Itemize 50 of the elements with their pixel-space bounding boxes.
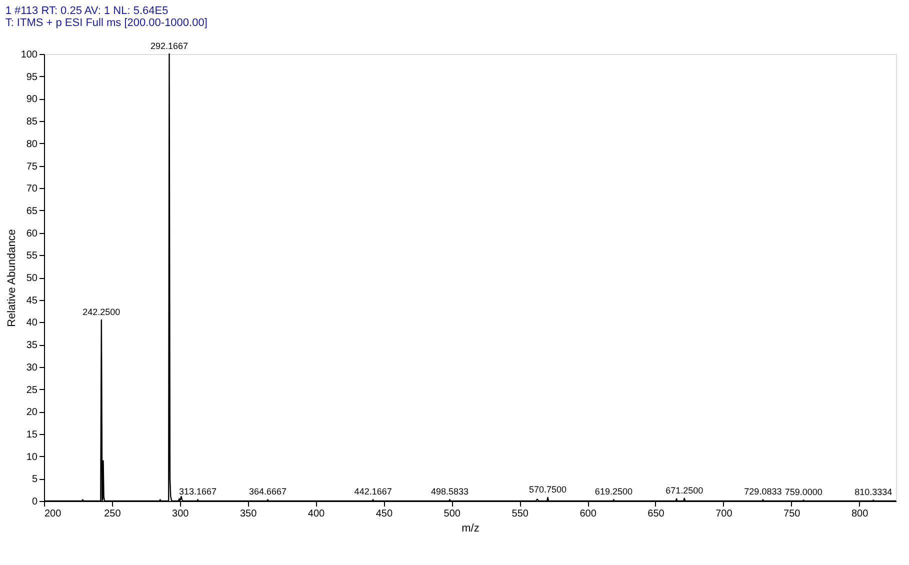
annotation: 759.0000: [784, 487, 822, 498]
y-tick-label: 80: [26, 138, 38, 150]
annotation: 242.2500: [82, 306, 120, 317]
y-tick-label: 55: [26, 250, 38, 262]
x-tick-label: 600: [580, 508, 597, 520]
y-tick-label: 50: [26, 273, 38, 284]
x-tick-label: 800: [851, 508, 869, 520]
y-tick-label: 100: [20, 50, 38, 60]
annotation: 364.6667: [248, 486, 287, 497]
x-tick-label: 200: [44, 508, 62, 520]
x-tick-label: 550: [512, 508, 529, 520]
y-tick-label: 70: [26, 184, 38, 195]
x-tick-label: 400: [308, 508, 326, 520]
y-axis-title: Relative Abundance: [6, 229, 18, 327]
annotation: 729.0833: [744, 486, 782, 497]
y-tick-label: 30: [26, 362, 38, 374]
chart-subtitle: T: ITMS + p ESI Full ms [200.00-1000.00]: [5, 17, 208, 29]
y-tick-label: 40: [26, 318, 38, 329]
y-tick-label: 60: [26, 228, 38, 240]
annotation: 313.1667: [179, 486, 217, 497]
y-tick-label: 65: [26, 206, 38, 217]
x-tick-label: 750: [784, 508, 801, 520]
y-tick-label: 35: [26, 340, 38, 352]
annotation: 570.7500: [529, 484, 567, 494]
y-tick-label: 45: [26, 295, 38, 306]
annotation: 810.3334: [854, 487, 892, 498]
annotation: 671.2500: [666, 485, 704, 496]
x-tick-label: 650: [648, 508, 665, 520]
y-tick-label: 25: [26, 384, 38, 396]
x-tick-label: 500: [444, 508, 461, 520]
chart-title: 1 #113 RT: 0.25 AV: 1 NL: 5.64E5: [5, 5, 168, 17]
x-tick-label: 700: [716, 508, 733, 520]
y-tick-label: 20: [26, 407, 38, 418]
y-tick-label: 15: [26, 429, 38, 440]
x-axis-title: m/z: [462, 522, 480, 534]
annotation: 498.5833: [430, 486, 468, 497]
annotation: 292.1667: [150, 41, 188, 51]
x-tick-label: 300: [172, 508, 190, 520]
y-tick-label: 95: [26, 72, 38, 83]
y-tick-label: 75: [26, 161, 38, 172]
y-tick-label: 85: [26, 116, 38, 128]
x-tick-label: 350: [240, 508, 258, 520]
y-tick-label: 0: [32, 496, 38, 508]
y-tick-label: 90: [26, 94, 38, 106]
annotation: 619.2500: [594, 486, 632, 497]
x-tick-label: 450: [376, 508, 393, 520]
annotation: 442.1667: [354, 486, 392, 497]
y-tick-label: 10: [26, 452, 38, 463]
x-tick-label: 250: [104, 508, 122, 520]
y-tick-label: 5: [32, 474, 38, 486]
